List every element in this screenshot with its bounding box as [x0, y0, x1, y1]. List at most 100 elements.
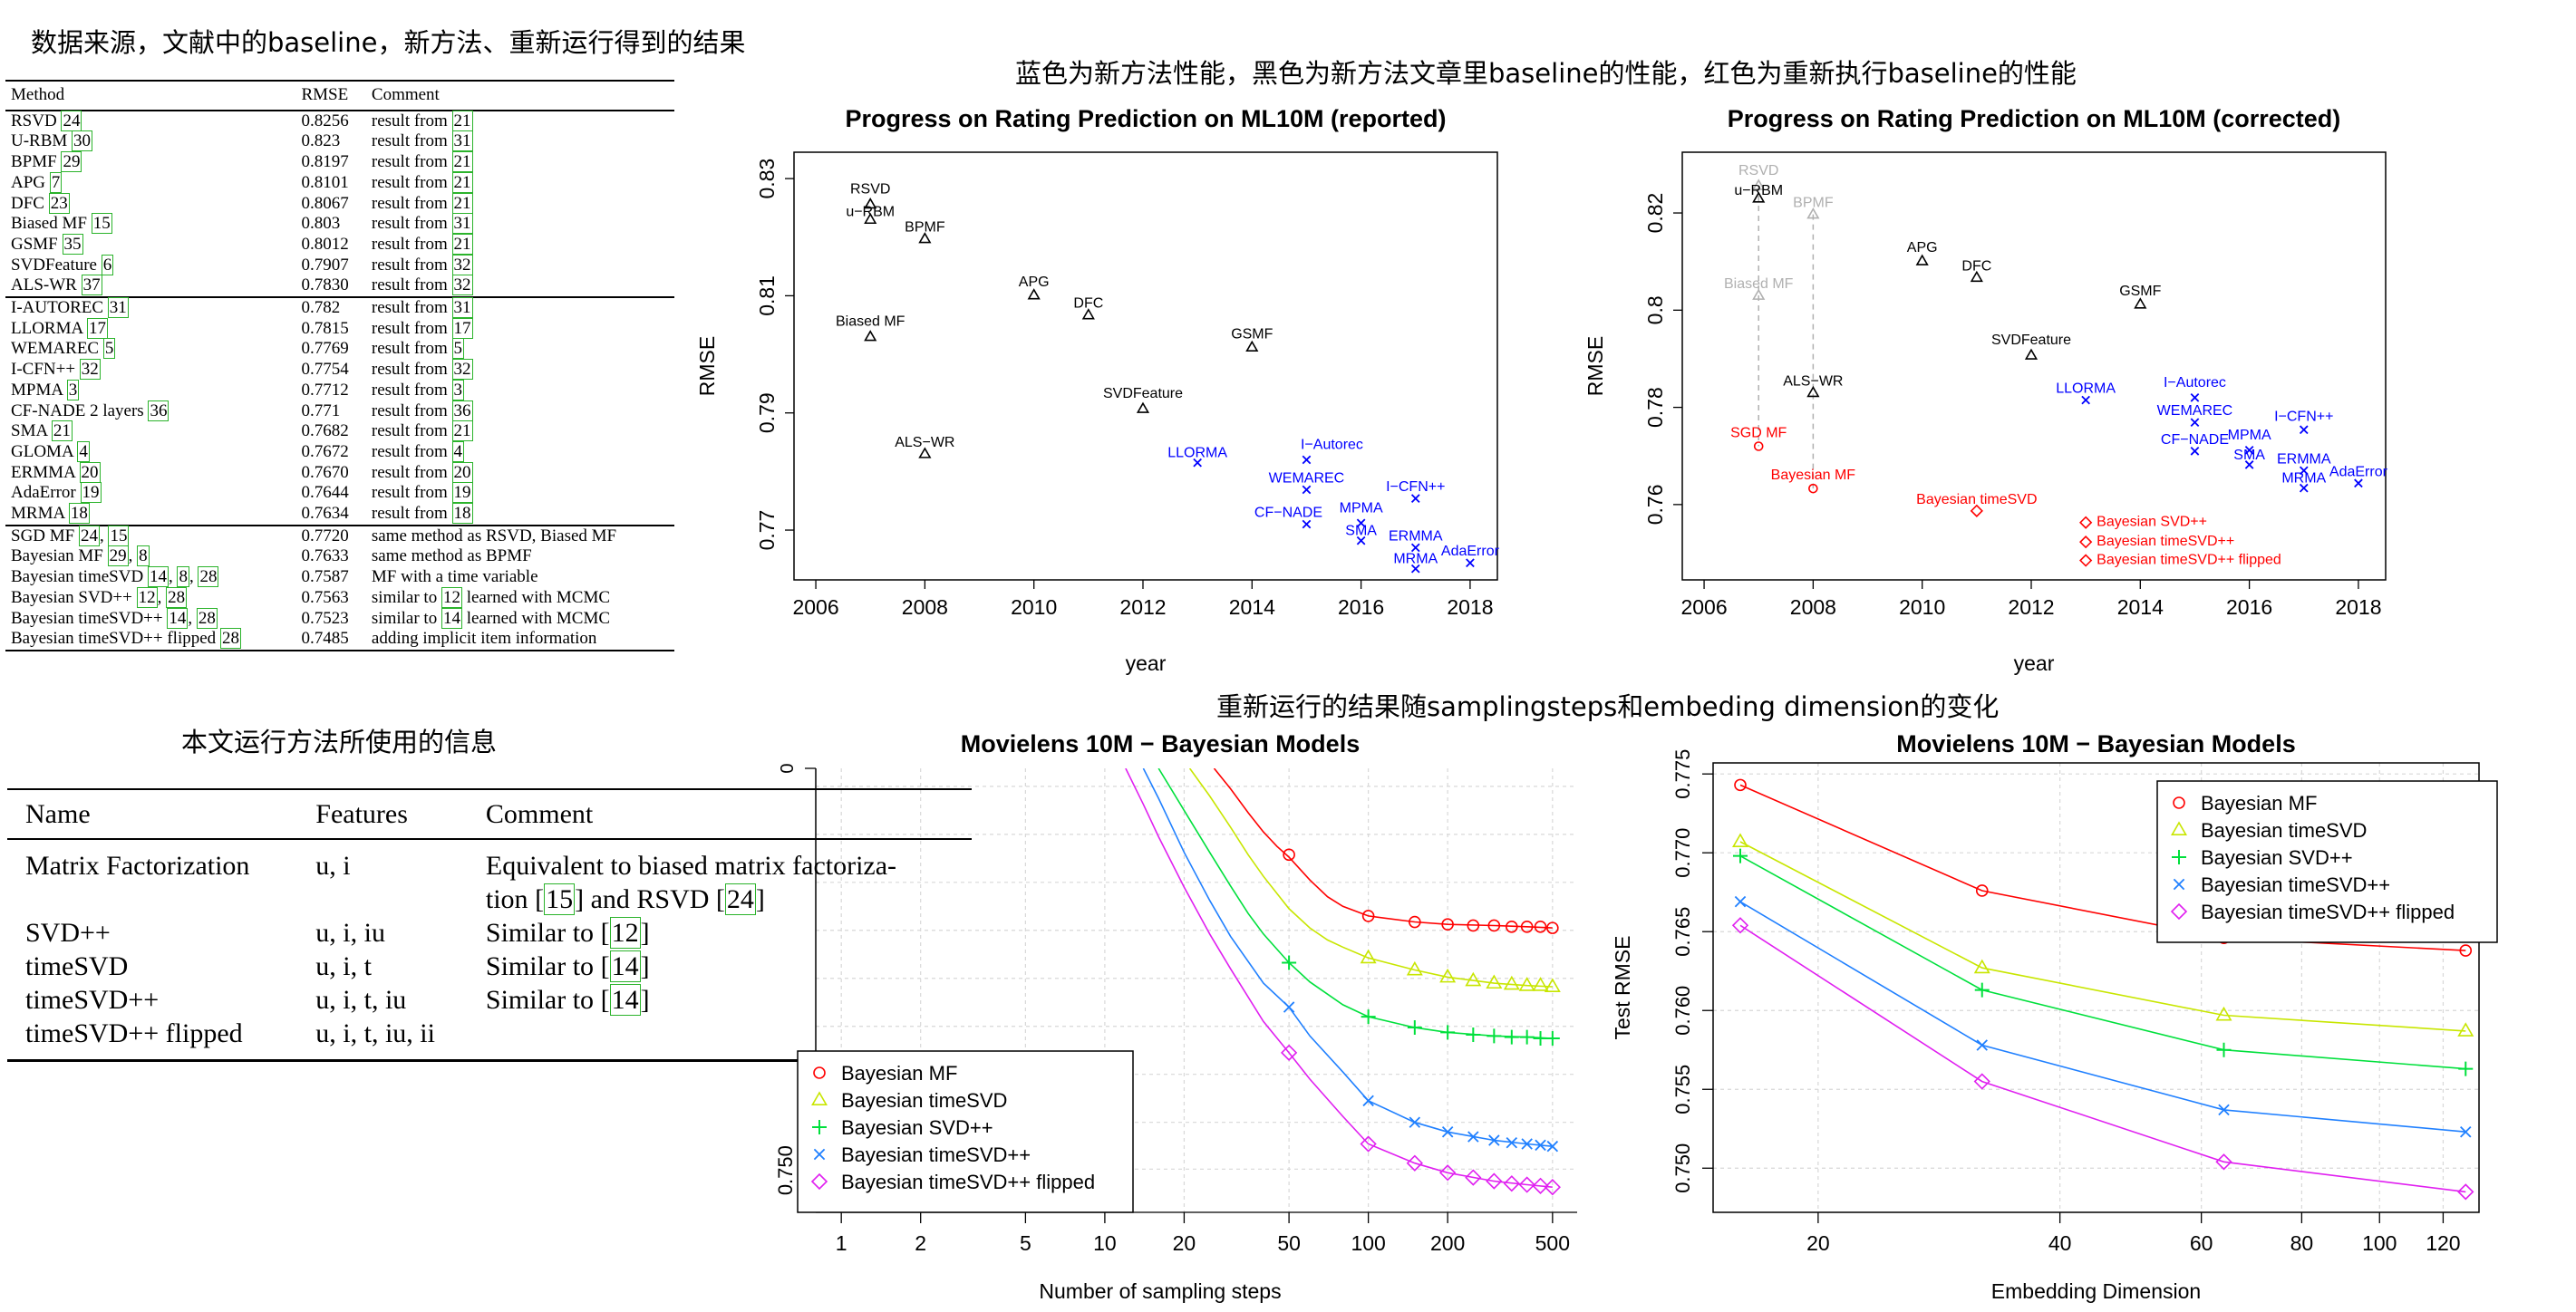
citation-ref[interactable]: 20 — [451, 461, 473, 483]
table-row: Matrix Factorization u, i Equivalent to bi… — [7, 839, 972, 916]
data-point — [864, 197, 877, 209]
rmse-cell: 0.7720 — [301, 526, 349, 545]
point-label: SGD MF — [1730, 426, 1787, 441]
citation-ref[interactable]: 28 — [196, 607, 218, 629]
citation-ref[interactable]: 31 — [451, 130, 473, 152]
rmse-cell: 0.7634 — [301, 504, 349, 524]
citation-ref[interactable]: 32 — [79, 359, 101, 381]
citation-ref[interactable]: 32 — [451, 254, 473, 275]
point-label: MRMA — [2281, 471, 2326, 487]
citation-ref[interactable]: 32 — [451, 359, 473, 381]
citation-ref[interactable]: 21 — [451, 171, 473, 193]
citation-ref[interactable]: 36 — [451, 400, 473, 421]
results-group: RSVD 24 0.8256 result from 21 U-RBM 30 0.823… — [5, 110, 674, 298]
table-row: LLORMA 17 0.7815 result from 17 — [5, 317, 674, 340]
data-point — [1302, 485, 1312, 495]
citation-ref[interactable]: 8 — [137, 545, 150, 567]
citation-ref[interactable]: 19 — [451, 482, 473, 504]
series-point — [1532, 977, 1549, 991]
citation-ref[interactable]: 21 — [451, 233, 473, 255]
citation-ref[interactable]: 35 — [62, 233, 83, 255]
citation-ref[interactable]: 6 — [101, 254, 114, 275]
point-label: Bayesian MF — [1771, 468, 1856, 483]
point-label: Biased MF — [836, 314, 905, 330]
series-point — [1975, 884, 1989, 897]
data-point — [1410, 494, 1420, 503]
citation-ref[interactable]: 14 — [167, 607, 189, 629]
citation-ref[interactable]: 28 — [166, 586, 188, 608]
citation-ref[interactable]: 20 — [79, 461, 101, 483]
table-row: ERMMA 20 0.7670 result from 20 — [5, 461, 674, 484]
citation-ref[interactable]: 31 — [107, 297, 129, 319]
citation-ref[interactable]: 12 — [609, 917, 641, 949]
citation-ref[interactable]: 4 — [77, 440, 90, 462]
citation-ref[interactable]: 36 — [148, 400, 169, 421]
series-point — [1439, 968, 1457, 983]
point-label: Bayesian timeSVD++ — [2097, 534, 2234, 549]
data-point — [2190, 418, 2200, 428]
table-row: Bayesian SVD++ 12, 28 0.7563 similar to 12… — [5, 586, 674, 609]
citation-ref[interactable]: 5 — [102, 338, 116, 360]
citation-ref[interactable]: 15 — [108, 525, 130, 546]
chart-embedding-dimension: 20 40 60 80 100 120 0.750 0.755 0.760 0.765 0.770 0… — [1611, 730, 2498, 1303]
series-point — [1360, 1135, 1377, 1153]
rmse-cell: 0.771 — [301, 400, 341, 420]
plot-frame — [1712, 762, 2480, 1213]
citation-ref[interactable]: 30 — [72, 130, 93, 152]
citation-ref[interactable]: 14 — [147, 566, 169, 588]
point-label: Bayesian timeSVD — [1916, 492, 2037, 507]
citation-ref[interactable]: 24 — [724, 883, 756, 915]
series-point — [1362, 1095, 1374, 1107]
citation-ref[interactable]: 29 — [107, 545, 129, 567]
citation-ref[interactable]: 12 — [136, 586, 158, 608]
y-tick-label: 0.79 — [755, 392, 779, 433]
table-row: Biased MF 15 0.803 result from 31 — [5, 213, 674, 235]
citation-ref[interactable]: 5 — [451, 338, 465, 360]
info-name-cell: timeSVD — [25, 951, 129, 981]
citation-ref[interactable]: 8 — [177, 566, 189, 588]
citation-ref[interactable]: 3 — [451, 379, 465, 400]
series-line — [1739, 855, 2466, 1070]
x-axis-label: year — [1126, 651, 1167, 675]
citation-ref[interactable]: 7 — [49, 171, 63, 193]
citation-ref[interactable]: 31 — [451, 297, 473, 319]
citation-ref[interactable]: 15 — [544, 883, 576, 915]
citation-ref[interactable]: 15 — [91, 213, 112, 235]
data-point — [2190, 393, 2200, 402]
comment-cell: result from 21 — [371, 233, 473, 255]
citation-ref[interactable]: 21 — [451, 420, 473, 442]
citation-ref[interactable]: 17 — [86, 317, 108, 339]
series-point — [1546, 1140, 1559, 1153]
series-point — [1532, 1177, 1549, 1194]
citation-ref[interactable]: 28 — [219, 628, 241, 650]
citation-ref[interactable]: 37 — [81, 275, 102, 296]
citation-ref[interactable]: 31 — [451, 213, 473, 235]
rmse-cell: 0.7682 — [301, 421, 349, 441]
citation-ref[interactable]: 21 — [451, 192, 473, 214]
y-tick-label: 0.8 — [1643, 295, 1667, 324]
citation-ref[interactable]: 23 — [48, 192, 70, 214]
citation-ref[interactable]: 24 — [78, 525, 100, 546]
citation-ref[interactable]: 29 — [61, 151, 82, 173]
series-point — [1733, 848, 1748, 863]
data-point — [1136, 401, 1150, 413]
citation-ref[interactable]: 18 — [68, 503, 90, 525]
citation-ref[interactable]: 28 — [198, 566, 219, 588]
info-col-header: Features — [297, 788, 468, 840]
citation-ref[interactable]: 12 — [441, 586, 462, 608]
series-point — [1519, 1029, 1535, 1045]
citation-ref[interactable]: 17 — [451, 317, 473, 339]
citation-ref[interactable]: 4 — [451, 440, 465, 462]
citation-ref[interactable]: 21 — [51, 420, 73, 442]
citation-ref[interactable]: 19 — [80, 482, 102, 504]
series-point — [1467, 919, 1480, 932]
citation-ref[interactable]: 14 — [609, 950, 641, 982]
citation-ref[interactable]: 14 — [609, 984, 641, 1016]
citation-ref[interactable]: 24 — [61, 110, 82, 131]
citation-ref[interactable]: 32 — [451, 275, 473, 296]
citation-ref[interactable]: 14 — [441, 607, 462, 629]
citation-ref[interactable]: 3 — [66, 379, 80, 400]
citation-ref[interactable]: 18 — [451, 503, 473, 525]
citation-ref[interactable]: 21 — [451, 110, 473, 131]
citation-ref[interactable]: 21 — [451, 151, 473, 173]
